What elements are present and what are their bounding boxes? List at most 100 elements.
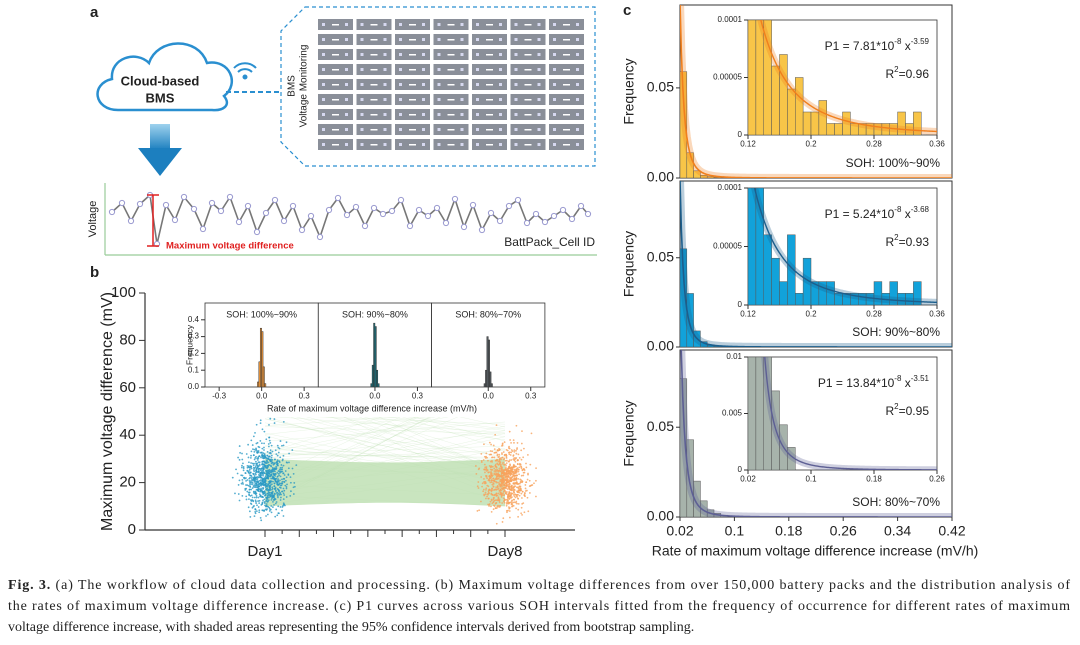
scatter-point [498, 457, 501, 460]
fit-curve [764, 357, 937, 470]
scatter-point [518, 456, 521, 459]
scatter-point [516, 474, 518, 477]
scatter-point [242, 469, 245, 472]
scatter-point [517, 515, 520, 518]
link-line [264, 422, 506, 457]
cell-mark [399, 83, 402, 86]
y-tick-label: 40 [119, 426, 136, 443]
link-line [264, 415, 506, 434]
cell-mark [524, 69, 532, 71]
cell-mark [345, 113, 348, 116]
scatter-point [247, 484, 250, 487]
scatter-point [488, 479, 491, 482]
scatter-point [271, 506, 274, 508]
scatter-point [511, 478, 514, 481]
scatter-point [518, 462, 521, 465]
cell-mark [370, 144, 378, 146]
y-tick-label: 0 [738, 130, 743, 139]
scatter-point [274, 502, 277, 505]
scatter-point [497, 460, 500, 463]
scatter-point [503, 453, 506, 456]
cell-mark [514, 68, 518, 71]
arrow [138, 148, 182, 176]
scatter-point [279, 440, 282, 442]
cell-mark [409, 99, 416, 101]
scatter-point [510, 494, 513, 496]
cell-mark [476, 38, 479, 41]
scatter-point [261, 502, 264, 505]
cell-mark [437, 128, 441, 131]
cell-mark [437, 83, 441, 86]
scatter-point [250, 474, 253, 477]
scatter-point [496, 462, 499, 465]
scatter-point [267, 481, 270, 483]
cell-mark [370, 84, 378, 86]
scatter-point [288, 461, 290, 464]
scatter-point [265, 477, 268, 480]
trace-point [469, 201, 477, 209]
scatter-point [245, 487, 248, 490]
scatter-point [254, 465, 257, 468]
scatter-point [512, 465, 515, 467]
cell-mark [345, 128, 348, 131]
scatter-point [495, 424, 498, 427]
scatter-point [507, 467, 509, 470]
cell-mark [409, 144, 416, 146]
scatter-point [281, 480, 284, 483]
scatter-point [502, 497, 505, 500]
scatter-point [505, 504, 508, 507]
scatter-point [258, 467, 261, 470]
scatter-point [239, 451, 242, 454]
scatter-point [252, 499, 254, 502]
axis-label: BattPack_Cell ID [504, 235, 595, 249]
scatter-point [266, 461, 268, 463]
trace-point [208, 199, 216, 207]
arrow [150, 124, 170, 150]
cell-mark [447, 24, 455, 26]
scatter-point [265, 438, 268, 441]
scatter-point [498, 489, 501, 492]
scatter-point [513, 459, 516, 462]
caption-label: Fig. 3. [8, 578, 50, 593]
scatter-point [244, 472, 247, 475]
scatter-point [262, 468, 265, 471]
cell-mark [447, 84, 455, 86]
cell-mark [460, 143, 464, 146]
scatter-point [483, 478, 485, 480]
scatter-point [275, 508, 278, 511]
scatter-point [254, 481, 256, 484]
scatter-point [485, 475, 488, 477]
cell-mark [422, 143, 425, 146]
cell-mark [486, 24, 493, 26]
bar [376, 369, 379, 387]
scatter-point [264, 455, 267, 458]
scatter-point [514, 493, 517, 496]
scatter-point [500, 496, 503, 498]
cell-mark [322, 23, 325, 26]
scatter-point [495, 465, 498, 468]
trace-point [496, 217, 504, 225]
link-line [264, 448, 506, 496]
scatter-point [506, 473, 509, 476]
scatter-point [280, 496, 282, 499]
scatter-point [498, 460, 501, 463]
scatter-point [508, 516, 511, 519]
scatter-point [490, 472, 492, 475]
link-line [264, 435, 506, 502]
scatter-point [273, 485, 276, 487]
scatter-point [482, 490, 485, 493]
scatter-point [515, 477, 518, 480]
scatter-point [249, 466, 252, 469]
scatter-point [493, 467, 496, 470]
x-tick-label: 0.0 [256, 391, 268, 400]
scatter-point [255, 510, 258, 513]
scatter-point [278, 468, 281, 471]
scatter-point [514, 472, 517, 475]
scatter-point [270, 464, 272, 467]
bar [489, 371, 492, 387]
scatter-point [497, 470, 500, 473]
scatter-point [487, 459, 489, 462]
cell-mark [563, 114, 570, 116]
scatter-point [488, 441, 491, 444]
